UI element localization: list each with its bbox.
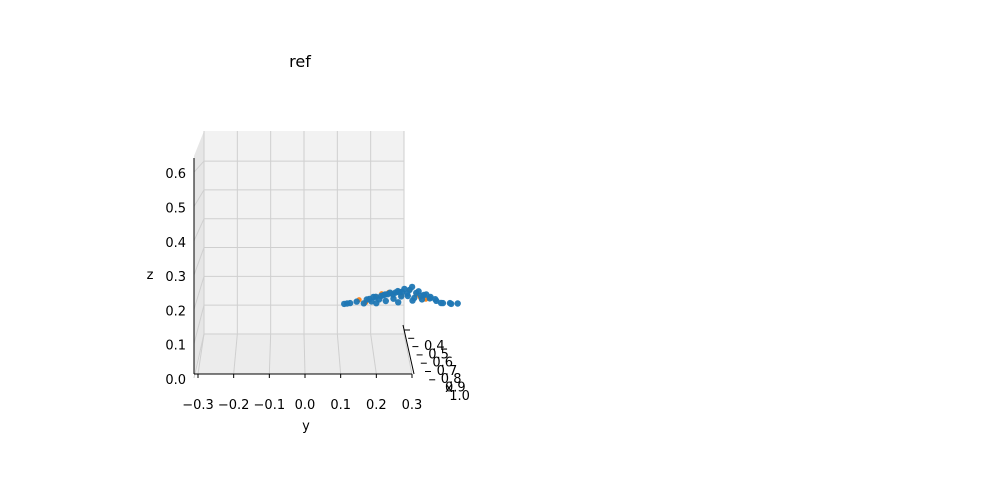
grid-line-floor — [336, 333, 342, 375]
x-tick-label: 0.8 — [441, 372, 462, 387]
x-tick-label: 0.9 — [445, 381, 466, 396]
grid-line-side — [193, 189, 205, 207]
grid-line-side — [193, 333, 205, 379]
z-tick-label: 0.0 — [165, 373, 186, 388]
scatter-point — [409, 297, 416, 304]
z-axis-label: z — [147, 268, 154, 283]
scatter-point — [389, 291, 397, 298]
scatter-point — [454, 300, 461, 307]
z-tick-label: 0.5 — [165, 201, 186, 216]
scatter-point — [395, 299, 402, 306]
y-tick-label: −0.1 — [254, 398, 286, 413]
grid-line-floor — [403, 333, 413, 375]
axis-ticks: −0.3 −0.2 −0.1 0.0 0.1 0.2 0.30.00.10.20.30.40… — [165, 167, 470, 413]
x-axis-label: x — [445, 381, 453, 396]
grid-line-side — [193, 276, 205, 310]
grid-line-floor — [197, 333, 205, 375]
x-tick-label: 0.4 — [424, 339, 445, 354]
scatter-point — [408, 283, 416, 291]
grid-line-side — [193, 218, 205, 241]
scatter-point — [382, 297, 389, 305]
scatter-point — [366, 295, 373, 303]
scatter-point — [353, 298, 360, 305]
scatter-point — [437, 299, 445, 307]
y-axis-label: y — [302, 419, 310, 434]
z-tick-label: 0.1 — [165, 339, 186, 354]
grid-line-floor — [303, 333, 306, 375]
y-tick-label: −0.3 — [182, 398, 214, 413]
y-tick-label: 0.2 — [366, 398, 387, 413]
x-tick-label: 0.5 — [428, 347, 449, 362]
scatter-point — [373, 300, 380, 307]
floor-pane — [194, 334, 412, 374]
z-tick-label: 0.6 — [165, 167, 186, 182]
scatter-point — [372, 293, 379, 300]
x-tick-label: 1.0 — [449, 389, 470, 404]
scatter-point — [401, 285, 408, 293]
scatter-point — [446, 299, 454, 307]
scatter-point — [341, 300, 348, 308]
scatter-point — [404, 290, 411, 297]
grid-line-floor — [370, 333, 377, 375]
axes-panes — [194, 131, 412, 374]
axis-lines — [193, 158, 415, 375]
y-tick-label: −0.2 — [218, 398, 250, 413]
z-tick-label: 0.2 — [165, 304, 186, 319]
y-tick-label: 0.1 — [330, 398, 351, 413]
chart-title: ref — [289, 52, 311, 71]
grid-line-floor — [233, 333, 238, 375]
scatter-point — [396, 289, 403, 296]
grid-line-side — [193, 247, 205, 276]
scatter-points — [341, 283, 461, 308]
grid-line-side — [193, 305, 205, 344]
x-tick-label: 0.6 — [432, 356, 453, 371]
x-tick-label: 0.7 — [437, 364, 458, 379]
x-axis-line — [402, 324, 415, 375]
grid-line-floor — [268, 333, 272, 375]
z-tick-label: 0.4 — [165, 236, 186, 251]
scatter-point — [417, 292, 425, 299]
grid-line-side — [193, 160, 205, 173]
y-tick-label: 0.0 — [295, 398, 316, 413]
z-tick-label: 0.3 — [165, 270, 186, 285]
scatter-point — [432, 296, 439, 303]
y-tick-label: 0.3 — [402, 398, 423, 413]
scatter-point — [423, 291, 430, 298]
scatter-point — [382, 291, 389, 298]
